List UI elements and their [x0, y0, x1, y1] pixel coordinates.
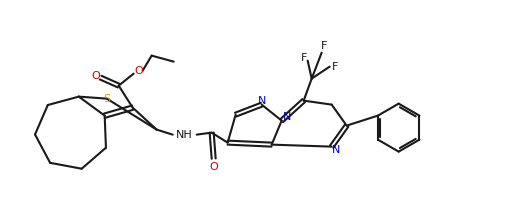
Text: NH: NH — [176, 130, 193, 140]
Text: F: F — [300, 53, 307, 63]
Text: N: N — [331, 145, 340, 155]
Text: N: N — [282, 112, 291, 122]
Text: O: O — [209, 162, 218, 172]
Text: S: S — [103, 94, 111, 104]
Text: O: O — [91, 71, 100, 81]
Text: F: F — [321, 41, 327, 51]
Text: O: O — [134, 66, 143, 76]
Text: N: N — [258, 96, 266, 106]
Text: F: F — [331, 62, 338, 72]
